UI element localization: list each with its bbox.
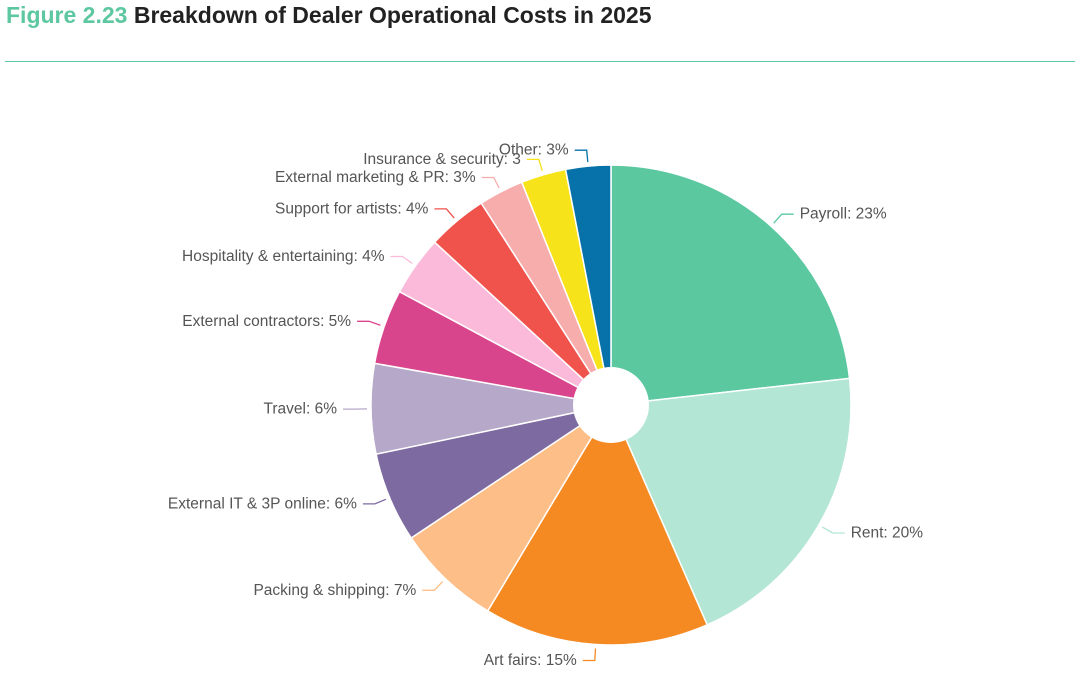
figure-title: Breakdown of Dealer Operational Costs in… [133, 2, 652, 28]
slice-packing-and-shipping [410, 404, 612, 612]
leader-art-fairs [582, 648, 597, 662]
leader-other [574, 149, 589, 163]
label-art-fairs: Art fairs: 15% [484, 652, 577, 669]
label-insurance-and-security: Insurance & security: 3 [363, 151, 521, 168]
leader-packing-and-shipping [422, 581, 444, 591]
leader-external-marketing-and-pr [481, 176, 500, 189]
label-external-it-and-3p-online: External IT & 3P online: 6% [168, 495, 357, 512]
label-other: Other: 3% [499, 142, 569, 159]
donut-hole [573, 367, 649, 443]
label-hospitality-and-entertaining: Hospitality & entertaining: 4% [182, 248, 385, 265]
figure-heading: Figure 2.23 Breakdown of Dealer Operatio… [6, 2, 652, 29]
label-support-for-artists: Support for artists: 4% [275, 200, 429, 217]
figure-number: Figure 2.23 [6, 2, 128, 28]
label-packing-and-shipping: Packing & shipping: 7% [253, 582, 416, 599]
header-divider [5, 61, 1075, 62]
slice-labels: Payroll: 23% Rent: 20% Art fairs: 15% Packi… [168, 142, 923, 669]
label-travel: Travel: 6% [263, 401, 337, 418]
leader-payroll [773, 213, 794, 224]
leader-rent [821, 526, 845, 534]
slice-rent [609, 377, 852, 626]
label-external-marketing-and-pr: External marketing & PR: 3% [275, 169, 476, 186]
leader-insurance-and-security [526, 158, 543, 172]
slice-art-fairs [486, 403, 709, 646]
slice-payroll [610, 164, 851, 406]
label-payroll: Payroll: 23% [800, 206, 887, 223]
leader-lines [343, 149, 845, 662]
label-rent: Rent: 20% [851, 525, 924, 542]
leader-support-for-artists [434, 208, 455, 219]
leader-external-contractors [357, 320, 381, 326]
leader-external-it-and-3p-online [362, 498, 387, 505]
slice-other [564, 164, 612, 406]
pie-slices [370, 164, 852, 646]
leader-hospitality-and-entertaining [390, 255, 413, 265]
label-external-contractors: External contractors: 5% [182, 313, 351, 330]
